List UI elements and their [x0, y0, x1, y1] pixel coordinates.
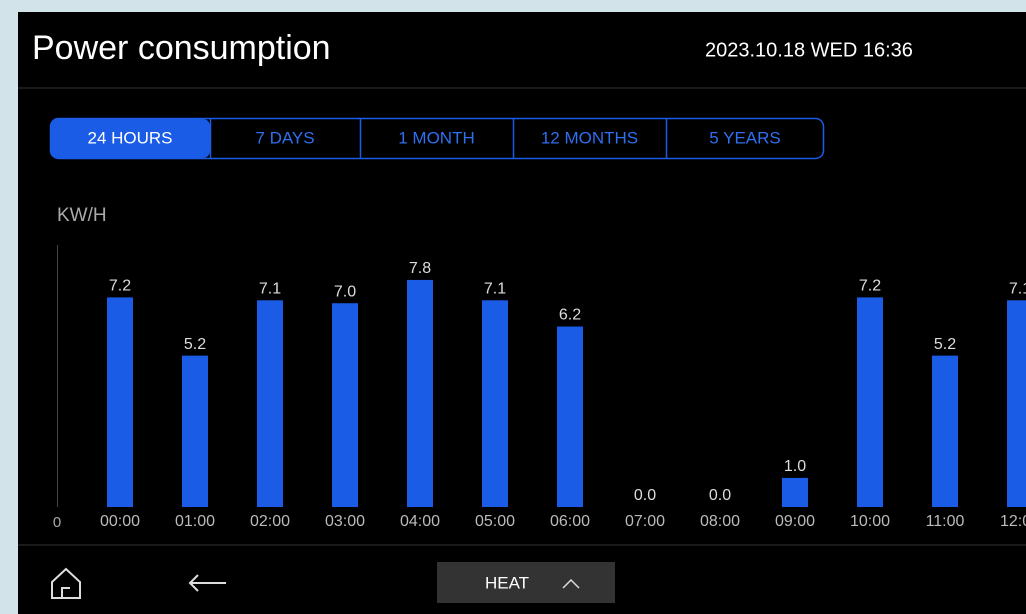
tab-active[interactable]	[51, 119, 210, 158]
bar	[182, 355, 208, 507]
datetime: 2023.10.18 WED 16:36	[705, 39, 913, 61]
x-tick-label: 06:00	[550, 513, 590, 530]
mode-label: HEAT	[485, 573, 529, 592]
x-tick-label: 03:00	[325, 513, 365, 530]
x-tick-label: 11:00	[926, 513, 965, 530]
value-label: 7.1	[1009, 281, 1026, 298]
bar	[107, 297, 133, 507]
value-label: 7.0	[334, 283, 356, 300]
x-tick-label: 10:00	[850, 513, 890, 530]
bar	[932, 355, 958, 507]
back-icon[interactable]	[188, 574, 226, 592]
value-label: 7.8	[409, 260, 431, 277]
value-label: 7.2	[109, 278, 131, 295]
tab-label[interactable]: 24 HOURS	[87, 128, 172, 147]
x-tick-label: 01:00	[175, 513, 215, 530]
y-axis-label: KW/H	[57, 205, 107, 226]
x-tick-label: 12:00	[1000, 513, 1026, 530]
tab-label[interactable]: 12 MONTHS	[541, 128, 638, 147]
value-label: 7.1	[484, 281, 506, 298]
value-label: 5.2	[184, 336, 206, 353]
bar	[332, 303, 358, 507]
x-tick-label: 09:00	[775, 513, 815, 530]
tab-label[interactable]: 5 YEARS	[709, 128, 781, 147]
bar	[482, 300, 508, 507]
x-tick-label: 05:00	[475, 513, 515, 530]
x-tick-label: 02:00	[250, 513, 290, 530]
mode-button[interactable]	[437, 562, 615, 603]
home-icon[interactable]	[51, 567, 81, 599]
bar	[1007, 300, 1026, 507]
value-label: 7.2	[859, 278, 881, 295]
value-label: 0.0	[709, 487, 731, 504]
tab-group-border	[49, 117, 825, 160]
x-tick-label: 00:00	[100, 513, 140, 530]
value-label: 0.0	[634, 487, 656, 504]
value-label: 1.0	[784, 458, 806, 475]
caret-icon	[562, 578, 580, 589]
bar	[857, 297, 883, 507]
bar	[557, 326, 583, 507]
x-tick-label: 07:00	[625, 513, 665, 530]
bar	[782, 477, 808, 507]
bar	[257, 300, 283, 507]
bar	[407, 279, 433, 507]
value-label: 5.2	[934, 336, 956, 353]
y-tick-label: 0	[53, 514, 61, 531]
tab-label[interactable]: 7 DAYS	[255, 128, 314, 147]
value-label: 6.2	[559, 307, 581, 324]
title: Power consumption	[32, 29, 331, 67]
x-tick-label: 04:00	[400, 513, 440, 530]
x-tick-label: 08:00	[700, 513, 740, 530]
value-label: 7.1	[259, 281, 281, 298]
tab-label[interactable]: 1 MONTH	[398, 128, 475, 147]
